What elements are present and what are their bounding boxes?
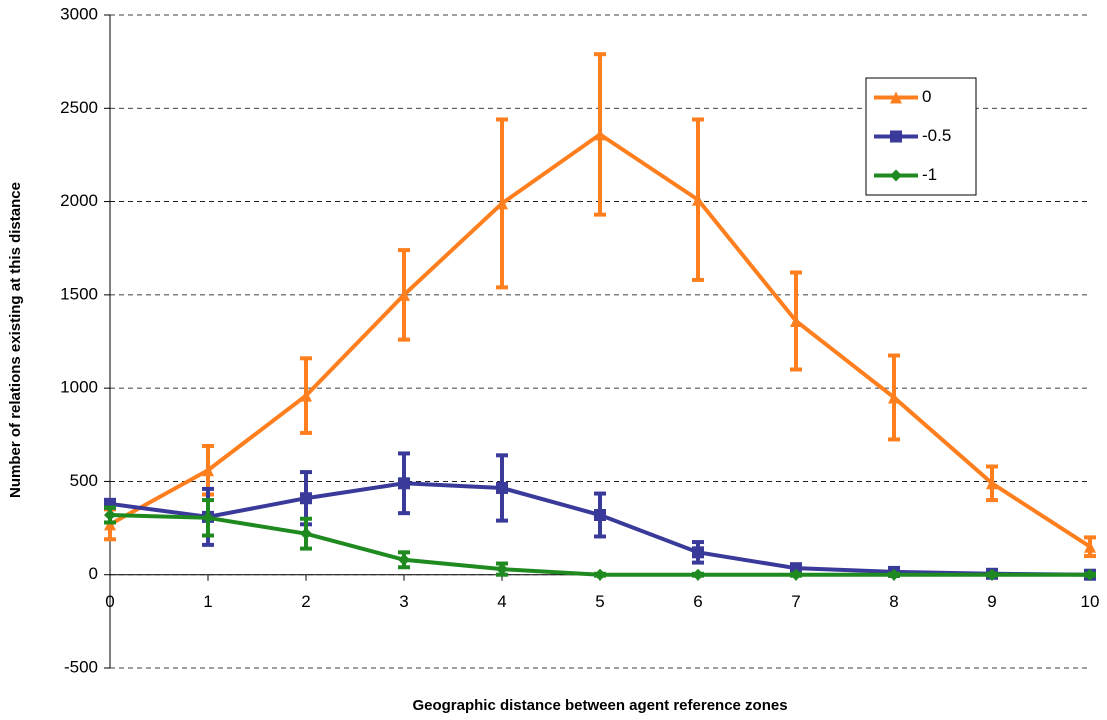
x-tick-label: 1 xyxy=(203,592,212,611)
marker xyxy=(594,128,606,141)
legend-label: -1 xyxy=(922,165,937,184)
marker xyxy=(1084,568,1096,581)
marker xyxy=(888,391,900,404)
marker xyxy=(300,527,312,540)
marker xyxy=(986,568,998,581)
marker xyxy=(1084,540,1096,553)
marker xyxy=(104,509,116,522)
legend-label: 0 xyxy=(922,87,931,106)
x-tick-label: 6 xyxy=(693,592,702,611)
y-tick-label: 0 xyxy=(89,564,98,583)
marker xyxy=(594,509,606,522)
x-tick-label: 8 xyxy=(889,592,898,611)
y-tick-label: 3000 xyxy=(60,4,98,23)
marker xyxy=(496,481,508,494)
x-tick-label: 5 xyxy=(595,592,604,611)
marker xyxy=(594,568,606,581)
marker xyxy=(202,511,214,524)
marker xyxy=(202,464,214,477)
legend-label: -0.5 xyxy=(922,126,951,145)
marker xyxy=(692,193,704,206)
y-tick-label: 2500 xyxy=(60,98,98,117)
x-tick-label: 10 xyxy=(1081,592,1100,611)
y-tick-label: 1000 xyxy=(60,378,98,397)
legend-marker xyxy=(890,91,902,104)
marker xyxy=(300,389,312,402)
x-tick-label: 4 xyxy=(497,592,506,611)
marker xyxy=(790,562,802,575)
y-tick-label: 1500 xyxy=(60,284,98,303)
marker xyxy=(790,314,802,327)
x-tick-label: 3 xyxy=(399,592,408,611)
marker xyxy=(300,492,312,505)
x-tick-label: 9 xyxy=(987,592,996,611)
marker xyxy=(398,477,410,490)
y-tick-label: 2000 xyxy=(60,191,98,210)
marker xyxy=(692,568,704,581)
marker xyxy=(790,568,802,581)
x-tick-label: 7 xyxy=(791,592,800,611)
y-tick-label: -500 xyxy=(64,657,98,676)
marker xyxy=(398,553,410,566)
x-axis-label: Geographic distance between agent refere… xyxy=(412,697,787,714)
marker xyxy=(888,568,900,581)
marker xyxy=(496,563,508,576)
legend-marker xyxy=(890,169,902,182)
marker xyxy=(692,546,704,559)
x-tick-label: 0 xyxy=(105,592,114,611)
x-tick-label: 2 xyxy=(301,592,310,611)
marker xyxy=(496,197,508,210)
y-axis-label: Number of relations existing at this dis… xyxy=(7,182,24,498)
marker xyxy=(398,288,410,301)
legend-marker xyxy=(890,130,902,143)
y-tick-label: 500 xyxy=(70,471,98,490)
marker xyxy=(986,477,998,490)
